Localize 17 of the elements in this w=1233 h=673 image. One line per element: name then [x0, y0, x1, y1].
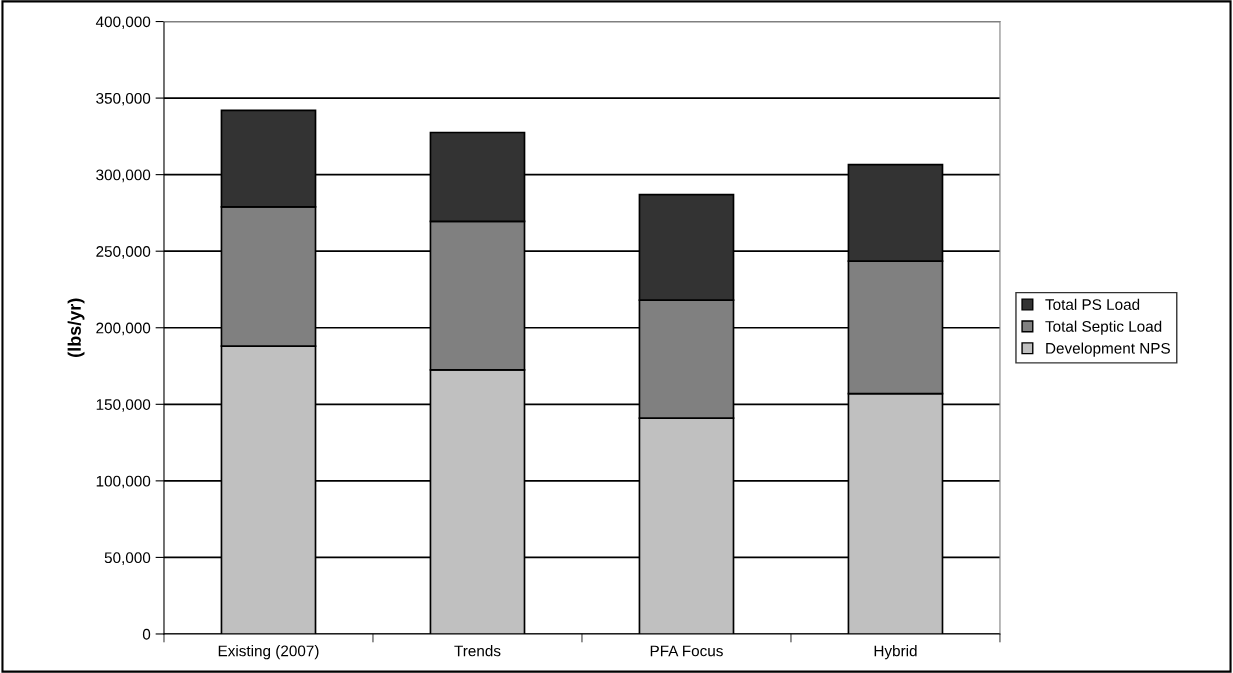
legend-label: Development NPS: [1046, 342, 1170, 357]
x-tick-label: Hybrid: [874, 645, 917, 660]
y-tick-label: 250,000: [96, 246, 151, 259]
y-tick-label: 0: [142, 628, 151, 640]
legend-label: Total Septic Load: [1045, 320, 1162, 335]
y-tick-label: 200,000: [96, 322, 151, 336]
y-axis-title: (lbs/yr): [67, 298, 85, 357]
x-tick-label: Trends: [454, 645, 501, 657]
legend-label: Total PS Load: [1045, 298, 1140, 310]
y-tick-label: 150,000: [96, 399, 151, 412]
y-tick-label: 50,000: [104, 552, 151, 565]
x-tick-label: Existing (2007): [218, 645, 319, 660]
y-tick-label: 350,000: [96, 92, 151, 106]
y-tick-label: 100,000: [96, 475, 151, 489]
x-tick-label: PFA Focus: [650, 645, 723, 657]
y-tick-label: 400,000: [95, 16, 151, 30]
y-tick-label: 300,000: [96, 169, 151, 183]
